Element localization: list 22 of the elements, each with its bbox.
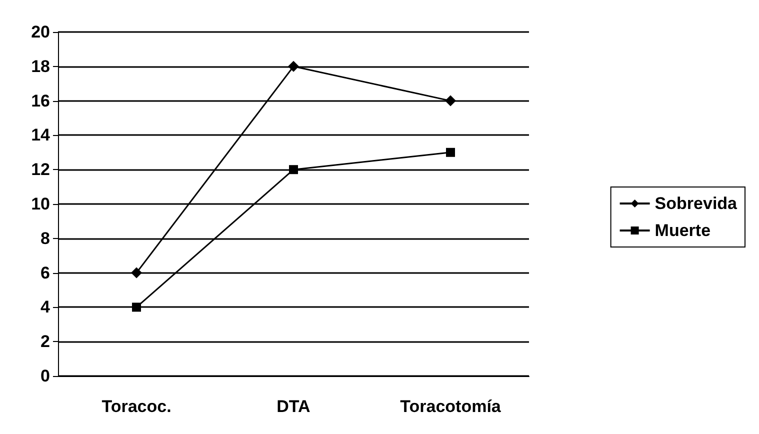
- point: [132, 302, 141, 312]
- y-tick-label: 8: [40, 228, 50, 248]
- x-tick-label: Toracotomía: [400, 397, 502, 416]
- y-tick-label: 20: [31, 22, 50, 42]
- y-tick-label: 18: [31, 56, 50, 76]
- y-tick-label: 14: [31, 126, 51, 145]
- y-tick-label: 4: [40, 298, 51, 317]
- y-tick-label: 10: [31, 194, 50, 214]
- y-tick-label: 6: [40, 263, 50, 282]
- point: [131, 267, 142, 278]
- y-tick-label: 0: [40, 366, 50, 386]
- y-tick-label: 16: [31, 91, 50, 110]
- x-tick-label: Toracoc.: [102, 397, 172, 416]
- y-tick-label: 2: [40, 332, 50, 352]
- point: [445, 95, 456, 106]
- point: [288, 60, 299, 72]
- legend-label: Muerte: [654, 221, 711, 240]
- point: [446, 148, 455, 157]
- x-tick-label: DTA: [276, 397, 310, 416]
- point: [289, 165, 298, 174]
- y-tick-label: 12: [31, 160, 50, 180]
- legend-label: Sobrevida: [654, 194, 738, 213]
